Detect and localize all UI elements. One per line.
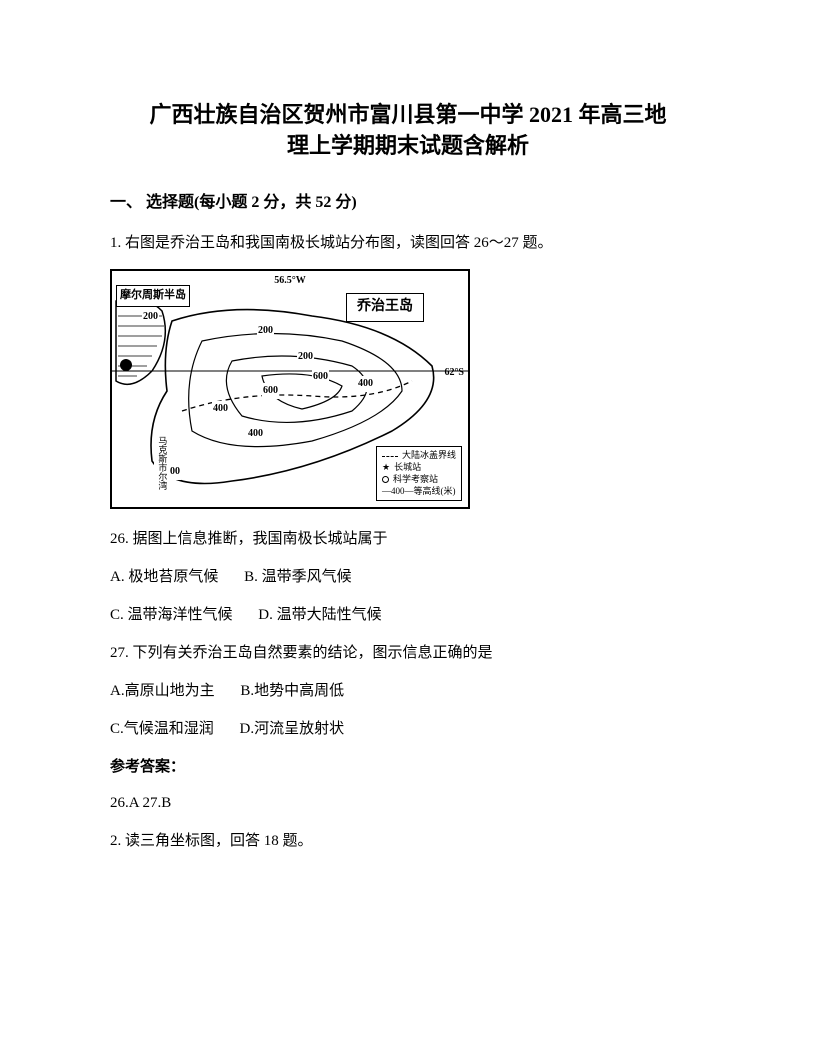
q27-opt-b: B.地势中高周低 [240, 679, 344, 703]
title-line-1: 广西壮族自治区贺州市富川县第一中学 2021 年高三地 [149, 102, 666, 127]
question-26-options-cd: C. 温带海洋性气候 D. 温带大陆性气候 [110, 603, 706, 627]
question-27-stem: 27. 下列有关乔治王岛自然要素的结论，图示信息正确的是 [110, 641, 706, 665]
q26-opt-b: B. 温带季风气候 [244, 565, 352, 589]
legend-row-station: ★长城站 [382, 462, 456, 474]
q27-opt-c: C.气候温和湿润 [110, 717, 214, 741]
answers-text: 26.A 27.B [110, 791, 706, 815]
legend-row-contour: —400—等高线(米) [382, 486, 456, 498]
contour-value: 200 [297, 349, 314, 365]
dash-icon [382, 456, 398, 457]
q27-opt-a: A.高原山地为主 [110, 679, 215, 703]
island-name-label: 乔治王岛 [346, 293, 424, 321]
answer-label: 参考答案： [110, 755, 706, 779]
contour-value: 600 [262, 383, 279, 399]
question-26-options-ab: A. 极地苔原气候 B. 温带季风气候 [110, 565, 706, 589]
contour-value: 400 [357, 376, 374, 392]
q26-opt-a: A. 极地苔原气候 [110, 565, 218, 589]
contour-value: 200 [257, 323, 274, 339]
q26-opt-c: C. 温带海洋性气候 [110, 603, 233, 627]
map-legend: 大陆冰盖界线 ★长城站 科学考察站 —400—等高线(米) [376, 446, 462, 501]
bay-label: 马克斯市尔湾 [154, 436, 170, 490]
q26-opt-d: D. 温带大陆性气候 [258, 603, 381, 627]
question-27-options-cd: C.气候温和湿润 D.河流呈放射状 [110, 717, 706, 741]
legend-row-ice: 大陆冰盖界线 [382, 450, 456, 462]
star-icon: ★ [382, 462, 390, 474]
exam-title: 广西壮族自治区贺州市富川县第一中学 2021 年高三地 理上学期期末试题含解析 [110, 100, 706, 162]
section-heading: 一、 选择题(每小题 2 分，共 52 分) [110, 190, 706, 216]
question-26-stem: 26. 据图上信息推断，我国南极长城站属于 [110, 527, 706, 551]
question-2-intro: 2. 读三角坐标图，回答 18 题。 [110, 829, 706, 853]
contour-value: 400 [212, 401, 229, 417]
question-27-options-ab: A.高原山地为主 B.地势中高周低 [110, 679, 706, 703]
contour-value: 200 [142, 309, 159, 325]
title-line-2: 理上学期期末试题含解析 [287, 133, 529, 158]
peninsula-label: 摩尔周斯半岛 [116, 285, 190, 307]
legend-row-research: 科学考察站 [382, 474, 456, 486]
circle-icon [382, 476, 389, 483]
q27-opt-d: D.河流呈放射状 [240, 717, 345, 741]
contour-value: 600 [312, 369, 329, 385]
map-figure: 56.5°W 摩尔周斯半岛 乔治王岛 62°S 200 200 200 200 … [110, 269, 470, 509]
contour-value: 400 [247, 426, 264, 442]
question-1-intro: 1. 右图是乔治王岛和我国南极长城站分布图，读图回答 26～27 题。 [110, 231, 706, 255]
